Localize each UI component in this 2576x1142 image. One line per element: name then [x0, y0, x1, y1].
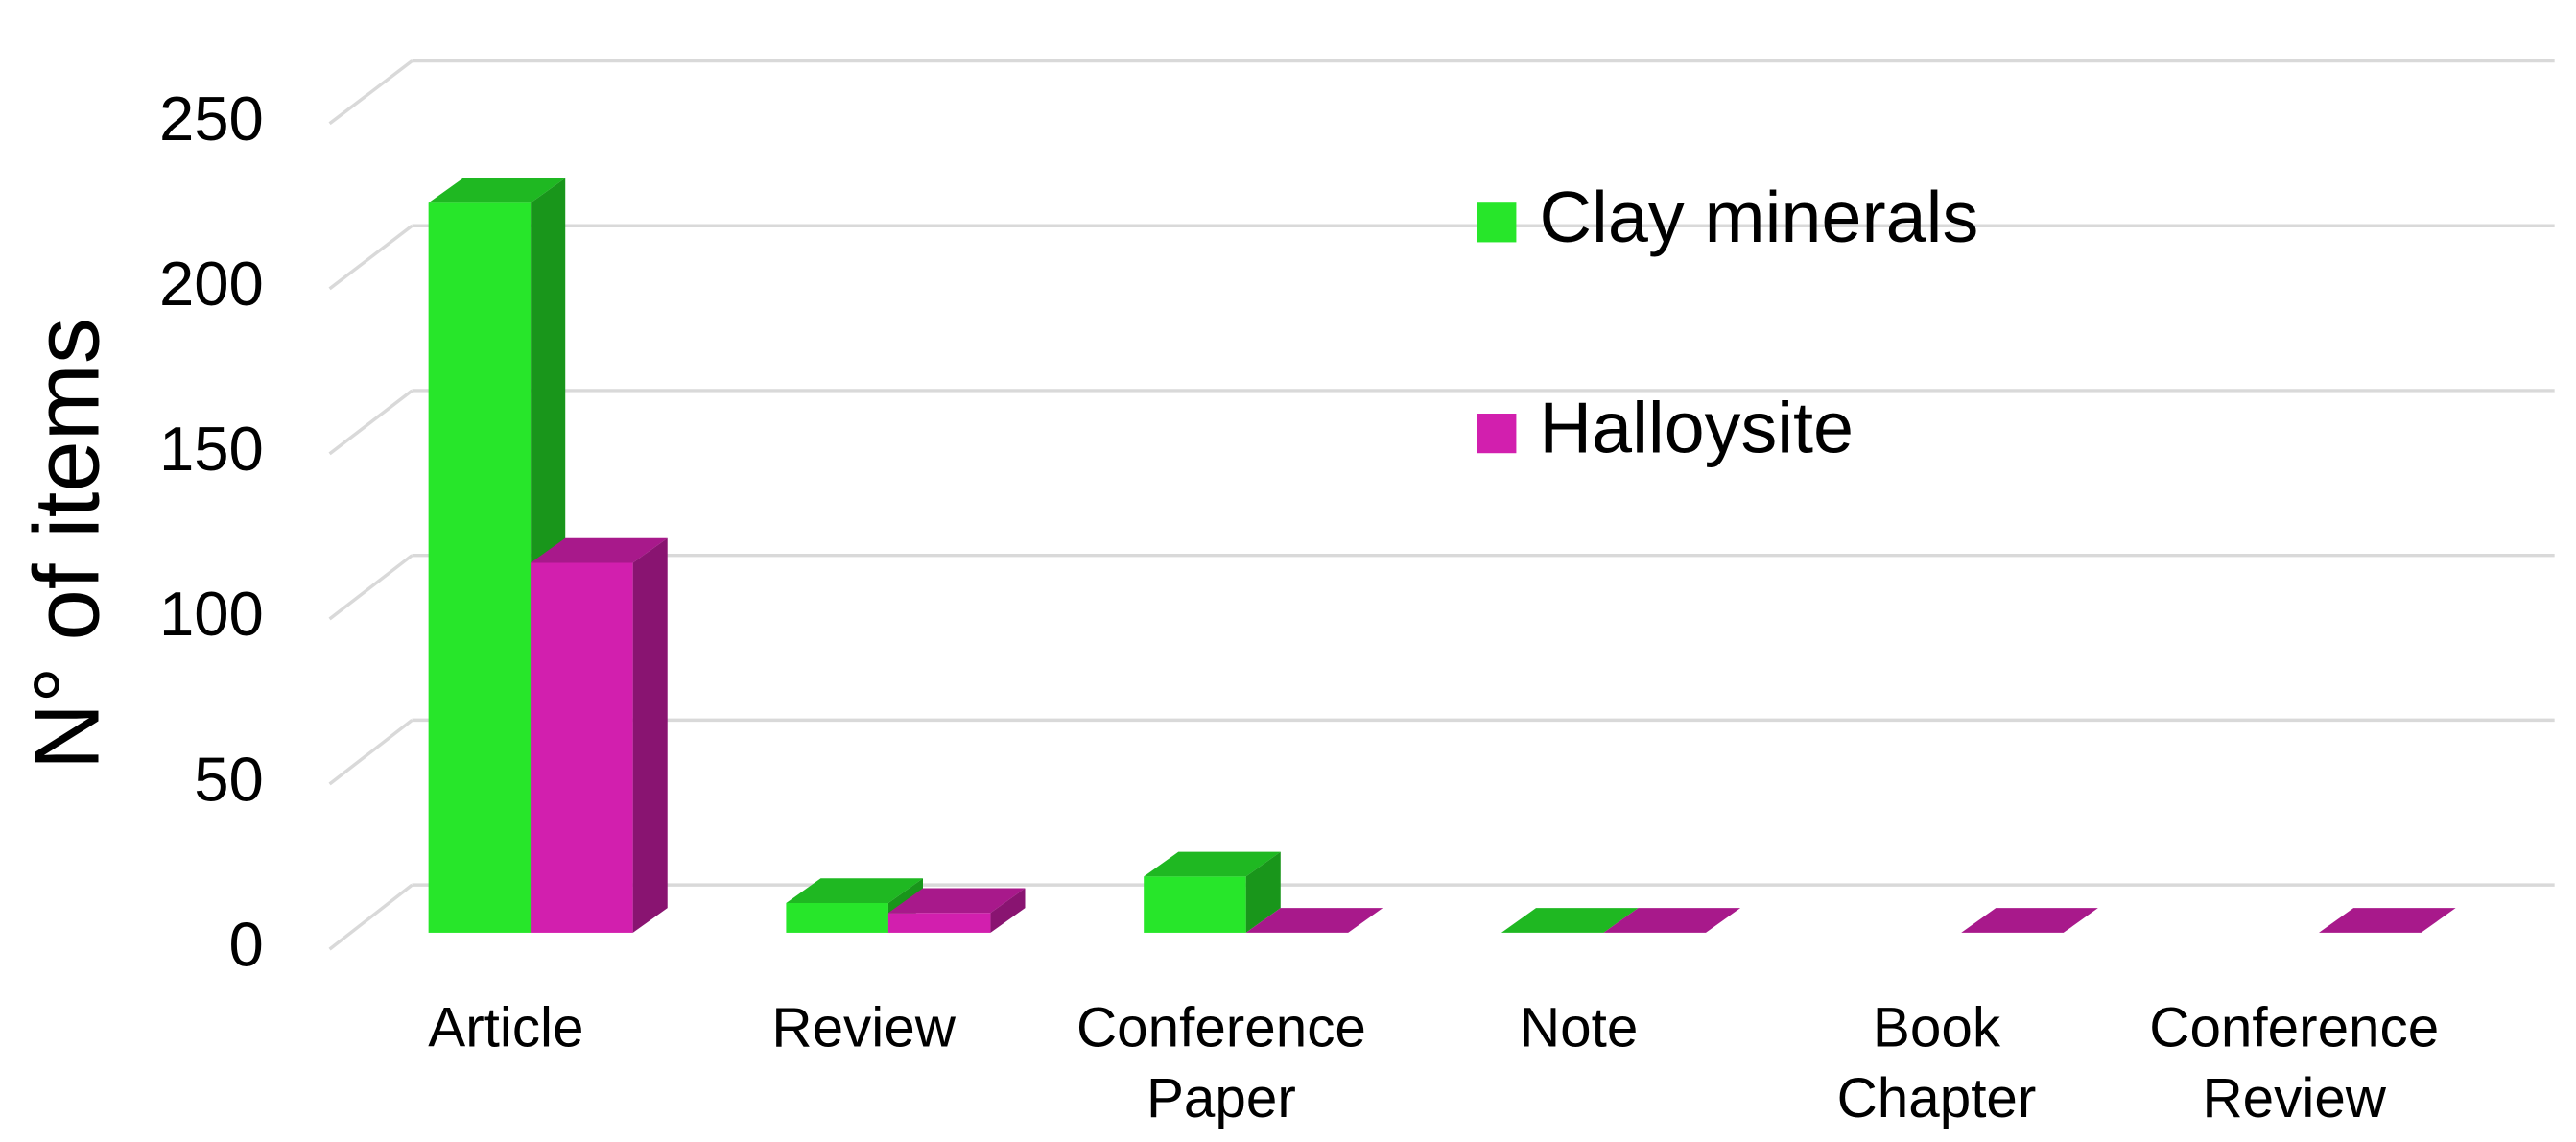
bar	[531, 537, 668, 933]
grid-line-depth	[328, 224, 414, 291]
x-tick-label: Conference Paper	[1075, 996, 1366, 1130]
x-tick-label-box: Book Chapter	[1836, 996, 2037, 1130]
bar-top	[428, 178, 566, 203]
x-tick-label: Review	[771, 996, 956, 1060]
bar	[2319, 908, 2456, 933]
bar-front	[428, 202, 532, 933]
grid-line-depth	[328, 59, 414, 126]
x-tick-label: Conference Review	[2149, 996, 2440, 1130]
bar-top	[1144, 851, 1281, 877]
grid-line-depth	[328, 554, 414, 621]
bar-top	[1245, 908, 1383, 933]
bar	[786, 878, 923, 933]
bar-front	[786, 902, 888, 933]
bar-front	[531, 562, 633, 933]
bar	[1603, 908, 1741, 933]
y-axis-label: N° of items	[16, 318, 119, 770]
bar-side	[632, 537, 668, 933]
y-tick-label: 100	[159, 579, 264, 649]
bar	[1961, 908, 2098, 933]
bar	[887, 888, 1026, 933]
y-tick-label: 200	[159, 249, 264, 319]
legend-label: Halloysite	[1539, 389, 1854, 469]
y-tick-label: 0	[229, 909, 264, 979]
x-tick-label: Note	[1519, 996, 1639, 1060]
legend-swatch	[1477, 414, 1517, 454]
bar-side	[990, 888, 1026, 933]
bar-top	[1603, 908, 1741, 933]
bar-top	[1501, 908, 1639, 933]
x-tick-label: Article	[428, 996, 584, 1060]
x-tick-label-box: Conference Paper	[1075, 996, 1366, 1130]
x-tick-label-box: Note	[1519, 996, 1639, 1060]
y-tick-label: 150	[159, 414, 264, 484]
grid-line-depth	[328, 389, 414, 456]
bar-top	[786, 878, 923, 903]
bar	[1501, 908, 1639, 933]
grid-line-depth	[328, 883, 414, 951]
bar-front	[1144, 876, 1246, 933]
bar-top	[1961, 908, 2098, 933]
bar-side	[1245, 851, 1281, 933]
x-tick-label: Book Chapter	[1836, 996, 2037, 1130]
bar-top	[887, 888, 1026, 914]
bar	[1245, 908, 1383, 933]
legend-swatch	[1477, 202, 1517, 243]
x-tick-label-box: Article	[428, 996, 584, 1060]
bar-top	[531, 537, 668, 563]
bar-top	[2319, 908, 2456, 933]
bar	[1144, 851, 1281, 933]
bar-front	[887, 913, 991, 933]
x-tick-label-box: Conference Review	[2149, 996, 2440, 1130]
y-tick-label: 250	[159, 83, 264, 154]
legend-label: Clay minerals	[1539, 178, 1978, 258]
grid-line-depth	[328, 719, 414, 786]
y-tick-label: 50	[194, 744, 264, 814]
x-tick-label-box: Review	[771, 996, 956, 1060]
